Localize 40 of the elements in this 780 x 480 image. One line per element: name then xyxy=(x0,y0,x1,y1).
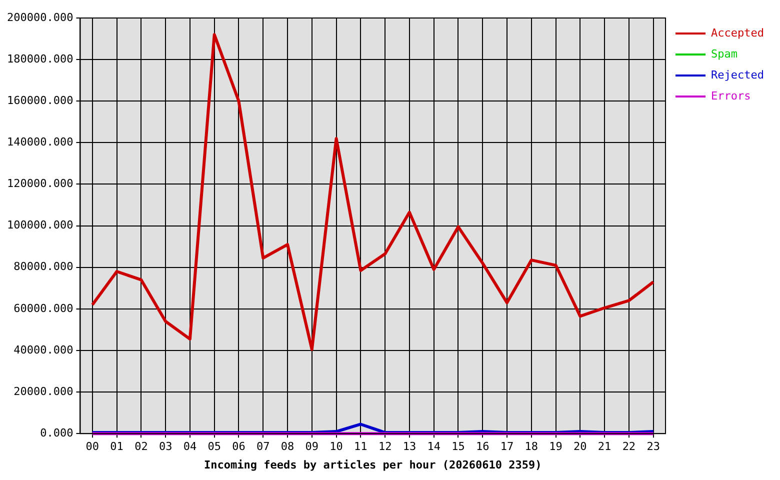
x-tick-label: 05 xyxy=(208,440,221,454)
legend-label: Spam xyxy=(711,47,738,60)
x-tick-label: 10 xyxy=(330,440,343,454)
x-tick-label: 07 xyxy=(256,440,270,454)
x-tick-label: 17 xyxy=(500,440,514,454)
x-tick-label: 23 xyxy=(646,440,660,454)
legend-label: Accepted xyxy=(711,26,764,40)
x-tick-label: 15 xyxy=(452,440,465,454)
y-tick-label: 0.000 xyxy=(40,426,74,440)
y-tick-label: 200000.000 xyxy=(6,10,74,24)
x-tick-label: 08 xyxy=(280,440,294,454)
x-tick-label: 09 xyxy=(305,440,319,454)
x-tick-label: 06 xyxy=(232,440,246,454)
x-tick-label: 19 xyxy=(549,440,562,454)
y-tick-label: 20000.000 xyxy=(14,384,74,398)
x-tick-label: 22 xyxy=(622,440,636,454)
y-tick-label: 40000.000 xyxy=(14,343,74,356)
x-axis-title: Incoming feeds by articles per hour (20260610 2359) xyxy=(204,458,542,472)
legend-label: Rejected xyxy=(711,68,764,82)
x-tick-label: 03 xyxy=(158,440,172,454)
y-tick-label: 120000.000 xyxy=(6,177,74,190)
y-tick-label: 60000.000 xyxy=(14,302,74,315)
y-tick-label: 180000.000 xyxy=(6,52,74,66)
y-tick-label: 100000.000 xyxy=(6,218,74,232)
x-tick-label: 02 xyxy=(134,440,148,454)
x-tick-label: 18 xyxy=(524,440,538,454)
x-tick-label: 00 xyxy=(86,440,100,454)
x-tick-label: 21 xyxy=(598,440,612,454)
x-tick-label: 12 xyxy=(378,440,392,454)
legend-label: Errors xyxy=(711,89,751,102)
x-tick-label: 14 xyxy=(427,440,441,454)
x-tick-label: 13 xyxy=(402,440,416,454)
x-tick-label: 20 xyxy=(574,440,587,454)
x-tick-label: 04 xyxy=(183,440,197,454)
y-tick-label: 160000.000 xyxy=(6,94,74,107)
y-tick-label: 80000.000 xyxy=(14,260,74,274)
x-tick-label: 16 xyxy=(476,440,490,454)
x-tick-label: 11 xyxy=(354,440,368,454)
x-tick-label: 01 xyxy=(110,440,124,454)
y-tick-label: 140000.000 xyxy=(6,136,74,149)
